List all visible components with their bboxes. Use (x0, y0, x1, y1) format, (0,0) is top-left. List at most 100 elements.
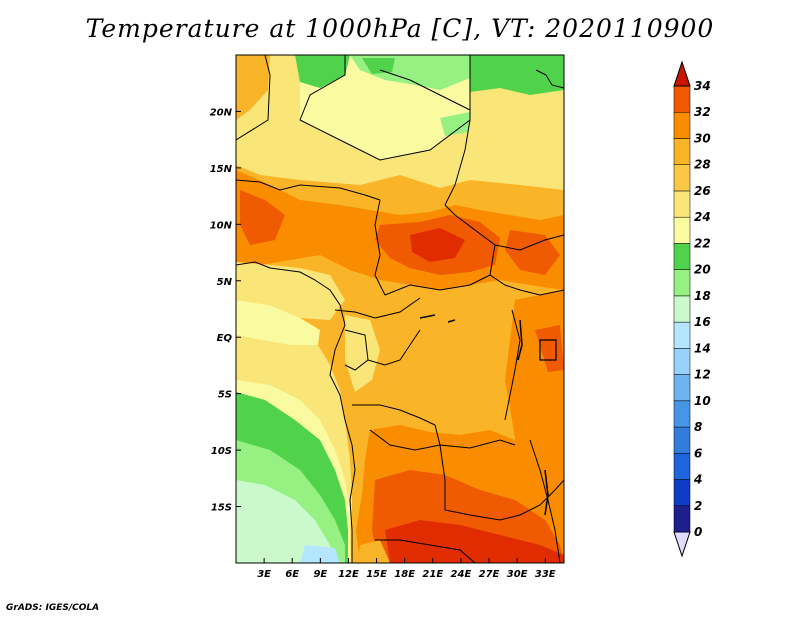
field-coastal-28 (358, 540, 390, 563)
field-northeast-green (470, 55, 564, 95)
colorbar-segment (673, 216, 691, 244)
border-1 (236, 55, 271, 141)
border-14 (504, 309, 521, 421)
colorbar-segment (673, 243, 691, 270)
border-9 (494, 234, 564, 251)
field-north-green-1 (295, 55, 350, 88)
colorbar-segment (673, 190, 691, 218)
colorbar-label: 20 (694, 263, 711, 277)
field-congo-28 (345, 290, 520, 430)
border-4 (379, 69, 471, 111)
colorbar-segment (673, 111, 691, 139)
plot-frame (235, 54, 565, 564)
colorbar-segment (673, 374, 691, 402)
colorbar-segment (673, 85, 691, 113)
lake-tanganyika (517, 319, 523, 361)
border-13 (367, 329, 421, 366)
lon-tick-label: 33E (535, 569, 556, 580)
field-eastafrica-32 (535, 325, 564, 372)
grads-credit: GrADS: IGES/COLA (6, 603, 100, 613)
lat-tick-label: 5S (218, 390, 232, 401)
colorbar-segment (673, 321, 691, 349)
field-car-34 (410, 228, 465, 262)
colorbar-label: 24 (694, 210, 711, 224)
colorbar-segment (673, 269, 691, 297)
field-ocean-22 (236, 300, 320, 345)
field-green-spot (440, 112, 470, 136)
lon-tick-label: 21E (422, 569, 443, 580)
field-northwest-orange (236, 55, 270, 120)
border-20 (375, 539, 476, 563)
colorbar-label: 28 (694, 158, 711, 172)
border-2 (299, 55, 471, 161)
colorbar-label: 12 (694, 368, 711, 382)
field-south-34 (385, 520, 564, 563)
lat-tick-label: 10N (210, 220, 233, 231)
border-ne (535, 69, 564, 89)
field-atlantic-14 (300, 545, 340, 563)
colorbar-segment (673, 164, 691, 192)
field-atlantic-16 (236, 480, 336, 563)
colorbar-segment (673, 426, 691, 454)
longitude-ticks: 3E 6E 9E 12E 15E 18E 21E 24E 27E 30E 33E (257, 558, 556, 580)
lon-tick-label: 12E (338, 569, 359, 580)
colorbar-segment (673, 479, 691, 507)
lat-tick-label: 15N (210, 164, 233, 175)
lat-tick-label: 10S (211, 446, 232, 457)
field-guinea-coast-24 (236, 262, 345, 320)
colorbar-segment (673, 505, 691, 533)
coastline (236, 261, 356, 563)
colorbar-segment (673, 348, 691, 375)
border-3 (299, 55, 346, 121)
lon-tick-label: 18E (394, 569, 415, 580)
field-westafrica-32 (240, 190, 285, 245)
lon-tick-label: 27E (479, 569, 500, 580)
border-16 (434, 424, 516, 449)
colorbar-label: 16 (694, 315, 711, 329)
lat-tick-label: 5N (217, 277, 233, 288)
border-17 (439, 444, 501, 521)
colorbar-label: 30 (694, 131, 711, 145)
colorbar-label: 10 (694, 394, 711, 408)
colorbar-label: 34 (694, 79, 711, 93)
colorbar-segment (673, 138, 691, 165)
colorbar-segment (673, 295, 691, 323)
colorbar-label: 4 (693, 473, 702, 487)
colorbar-label: 14 (694, 341, 711, 355)
lat-tick-label: EQ (217, 333, 233, 344)
field-north-green-3 (362, 58, 395, 74)
border-5 (444, 119, 471, 206)
colorbar-label: 8 (694, 420, 702, 434)
temperature-field (236, 55, 564, 563)
colorbar-label: 2 (694, 499, 702, 513)
lake-malawi (544, 469, 549, 516)
colorbar-label: 26 (694, 184, 711, 198)
colorbar-label: 32 (694, 105, 711, 119)
colorbar-label: 0 (694, 525, 702, 539)
colorbar-segment (673, 400, 691, 428)
latitude-ticks: 20N 15N 10N 5N EQ 5S 10S 15S (210, 107, 241, 514)
field-southsudan-32 (505, 230, 560, 275)
colorbar-label: 18 (694, 289, 711, 303)
border-11 (334, 297, 421, 319)
lon-tick-label: 3E (257, 569, 271, 580)
river-congo (419, 314, 456, 323)
border-18 (499, 479, 564, 521)
border-15 (352, 404, 436, 426)
border-6 (236, 179, 381, 201)
border-19 (369, 429, 441, 451)
lat-tick-label: 20N (210, 107, 233, 118)
lon-tick-label: 9E (313, 569, 327, 580)
colorbar-min-triangle (673, 531, 691, 558)
country-borders (236, 55, 564, 563)
border-7 (374, 199, 386, 296)
colorbar-label: 22 (694, 236, 711, 250)
chart-title: Temperature at 1000hPa [C], VT: 20201109… (85, 14, 715, 43)
lon-tick-label: 6E (285, 569, 299, 580)
colorbar-label: 6 (694, 446, 702, 460)
field-gabon-24 (345, 315, 380, 392)
lake-victoria (539, 339, 557, 361)
lon-tick-label: 30E (507, 569, 528, 580)
